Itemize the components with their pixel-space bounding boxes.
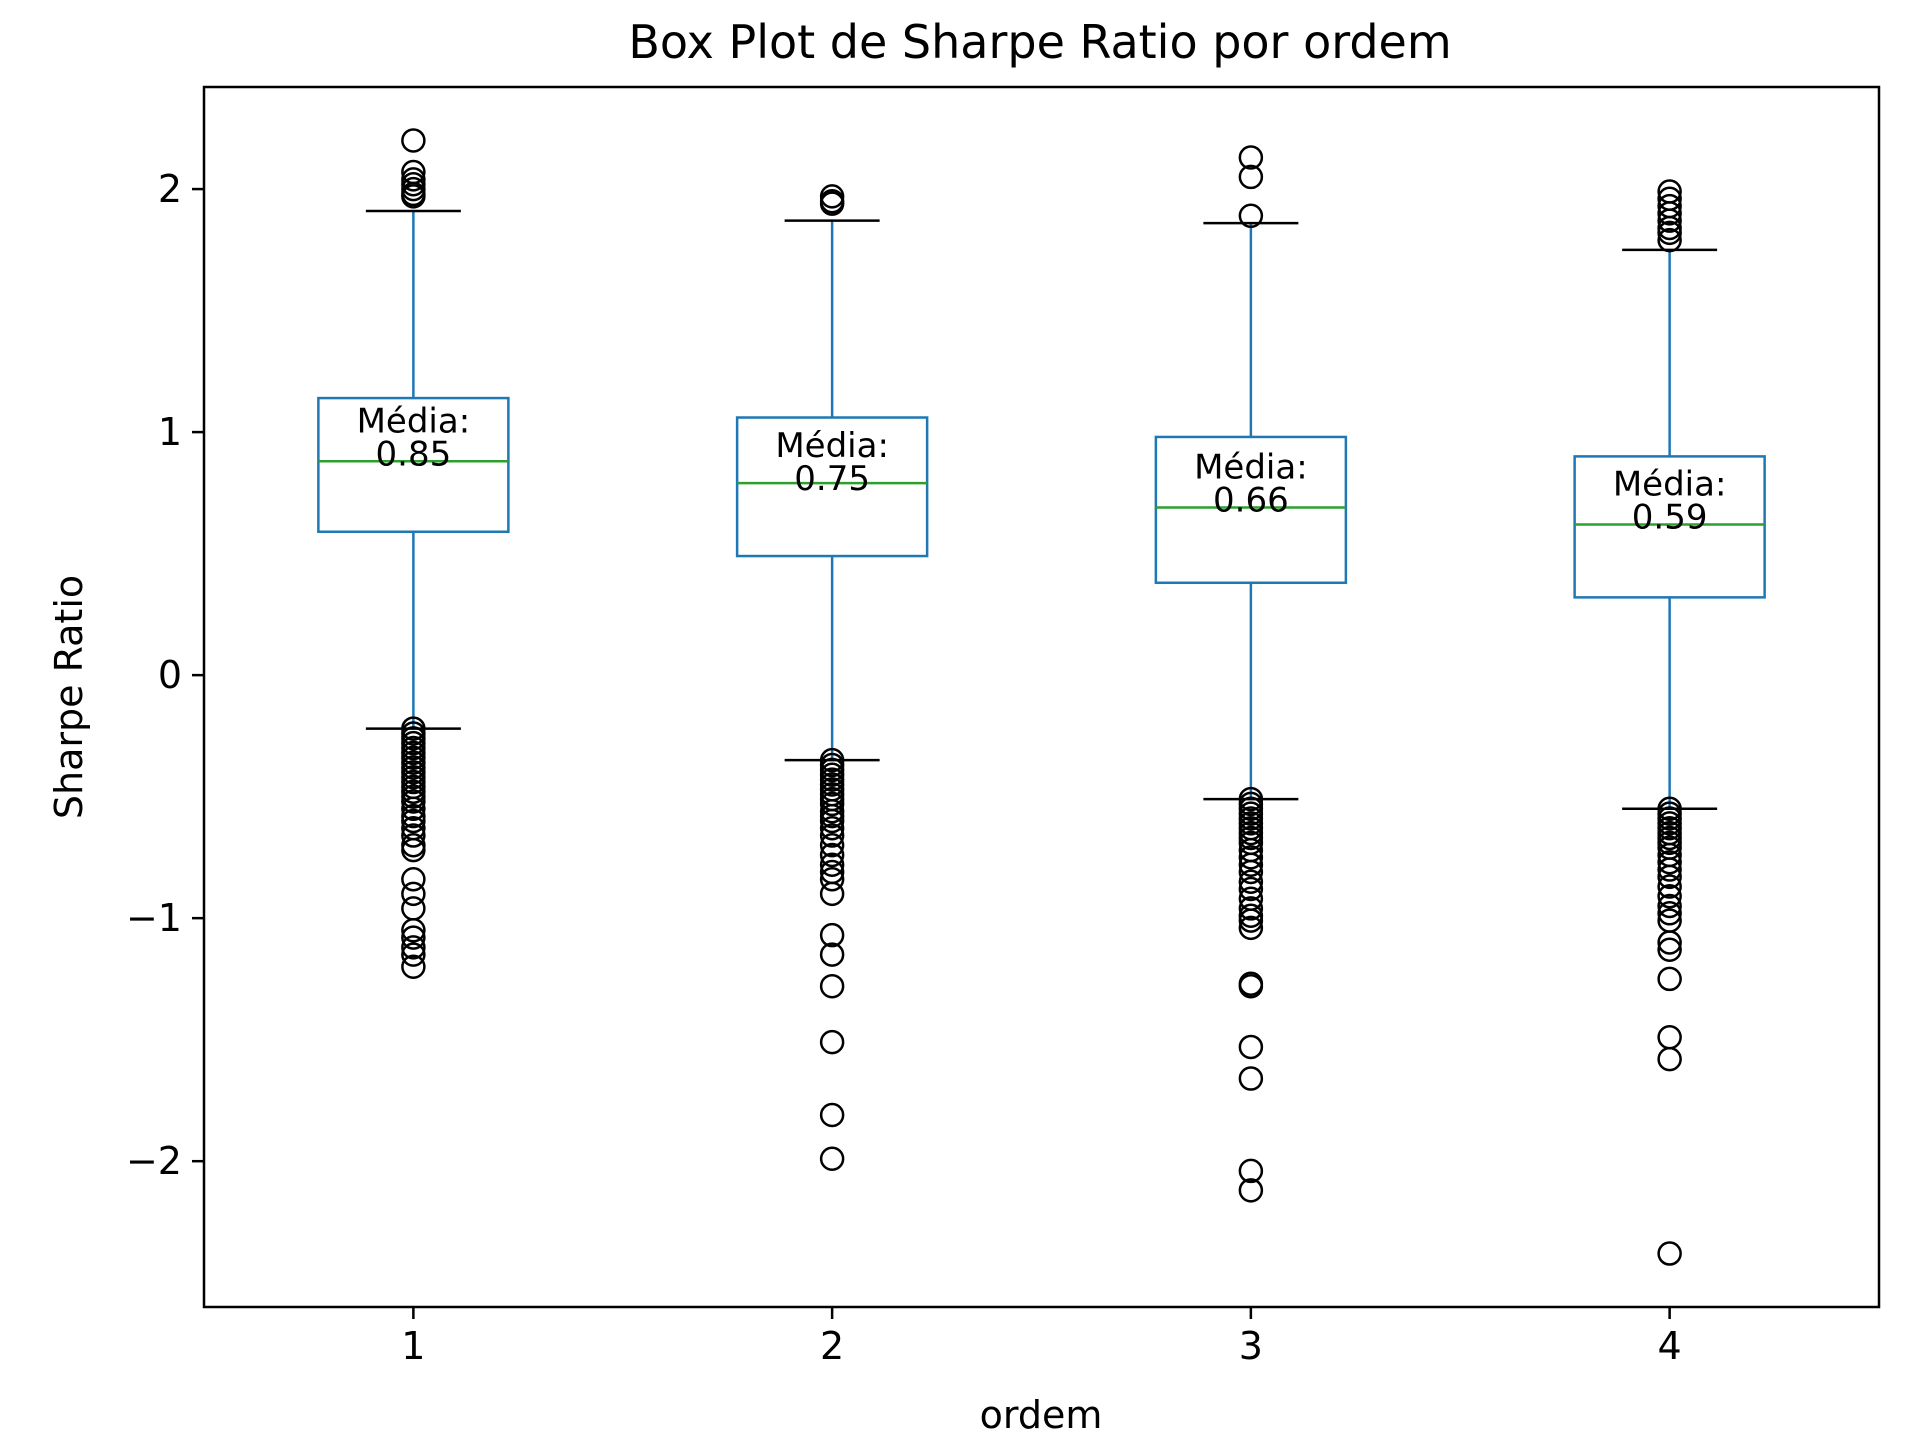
x-tick-label: 1 — [401, 1324, 425, 1368]
outlier-point — [819, 942, 845, 967]
outlier-point — [401, 935, 426, 960]
outlier-point — [1657, 1024, 1682, 1050]
mean-annotation-label: Média: — [357, 402, 471, 442]
outlier-point — [1238, 1178, 1264, 1203]
outlier-point — [819, 1102, 845, 1128]
outlier-point — [401, 837, 426, 863]
outlier-point — [1657, 857, 1682, 882]
outlier-point — [819, 1146, 845, 1172]
box-group: Média:0.85 — [317, 128, 510, 980]
outlier-point — [1657, 201, 1682, 226]
x-axis-label: ordem — [980, 1393, 1103, 1437]
y-tick-label: 2 — [158, 167, 182, 211]
y-axis: −2 −1 0 1 2 — [126, 167, 204, 1183]
outlier-point — [1657, 220, 1682, 246]
x-tick-label: 4 — [1658, 1324, 1682, 1368]
outlier-point — [1238, 869, 1264, 894]
outlier-point — [1657, 901, 1682, 926]
outlier-point — [819, 815, 845, 841]
outlier-point — [819, 191, 845, 216]
y-axis-label: Sharpe Ratio — [47, 575, 91, 819]
outlier-point — [1238, 1158, 1264, 1184]
box-iqr — [317, 396, 510, 533]
mean-annotation-value: 0.66 — [1213, 481, 1289, 521]
outlier-point — [401, 925, 426, 950]
mean-annotation-label: Média: — [1613, 465, 1727, 505]
outlier-point — [1238, 845, 1264, 870]
outlier-point — [401, 918, 426, 943]
mean-annotation-label: Média: — [1194, 448, 1308, 488]
outlier-point — [819, 1029, 845, 1055]
outlier-point — [819, 922, 845, 948]
chart-title: Box Plot de Sharpe Ratio por ordem — [628, 15, 1451, 69]
outlier-point — [819, 832, 845, 858]
plot-area — [202, 85, 1881, 1309]
outlier-point — [1657, 227, 1682, 253]
outlier-point — [1657, 850, 1682, 875]
outlier-point — [401, 954, 426, 980]
outlier-point — [1657, 893, 1682, 919]
y-tick-label: −2 — [126, 1139, 182, 1183]
outlier-point — [1238, 973, 1264, 999]
outlier-point — [1238, 859, 1264, 885]
outlier-point — [401, 881, 426, 907]
outlier-point — [401, 942, 426, 967]
mean-annotation-value: 0.75 — [794, 459, 870, 499]
box-iqr — [1154, 435, 1348, 585]
outlier-point — [1238, 896, 1264, 921]
outlier-point — [1657, 937, 1682, 962]
y-tick-label: 1 — [158, 410, 182, 454]
outlier-point — [1238, 203, 1264, 229]
box-iqr — [1573, 455, 1766, 599]
box-series: Média:0.85 Média:0.75 Média:0.66 Média:0.59 — [317, 128, 1766, 1266]
outlier-point — [819, 791, 845, 817]
outlier-point — [819, 973, 845, 999]
outlier-point — [819, 852, 845, 877]
outlier-point — [401, 867, 426, 892]
outlier-point — [1657, 208, 1682, 233]
outlier-point — [401, 823, 426, 848]
outlier-point — [1657, 874, 1682, 899]
outlier-point — [1238, 164, 1264, 190]
outlier-point — [819, 867, 845, 892]
outlier-point — [1657, 864, 1682, 890]
x-axis: 1 2 3 4 — [401, 1307, 1682, 1368]
outlier-point — [1657, 884, 1682, 909]
outlier-point — [1238, 1034, 1264, 1060]
outlier-point — [1238, 876, 1264, 902]
outlier-point — [401, 128, 426, 153]
outlier-point — [1657, 1241, 1682, 1266]
y-tick-label: −1 — [126, 896, 182, 940]
mean-annotation-value: 0.85 — [376, 435, 452, 475]
y-tick-label: 0 — [158, 653, 182, 697]
outlier-point — [819, 808, 845, 834]
outlier-point — [401, 808, 426, 834]
mean-annotation-value: 0.59 — [1632, 498, 1708, 538]
box-group: Média:0.75 — [735, 184, 929, 1172]
outlier-point — [1238, 145, 1264, 170]
outlier-point — [819, 842, 845, 868]
box-group: Média:0.66 — [1154, 145, 1348, 1203]
outlier-point — [401, 789, 426, 814]
mean-annotation-label: Média: — [775, 426, 889, 466]
outlier-point — [401, 896, 426, 921]
outlier-point — [819, 823, 845, 848]
outlier-point — [1657, 1046, 1682, 1072]
x-tick-label: 2 — [820, 1324, 844, 1368]
x-tick-label: 3 — [1239, 1324, 1263, 1368]
outlier-point — [401, 832, 426, 858]
outlier-point — [1238, 852, 1264, 877]
outlier-point — [1657, 966, 1682, 992]
outlier-point — [1238, 1066, 1264, 1091]
outlier-point — [401, 184, 426, 209]
outlier-point — [1657, 930, 1682, 955]
box-iqr — [735, 416, 929, 558]
box-group: Média:0.59 — [1573, 179, 1766, 1266]
outlier-point — [819, 881, 845, 907]
outlier-point — [401, 796, 426, 822]
outlier-point — [1238, 908, 1264, 933]
outlier-point — [1238, 915, 1264, 941]
